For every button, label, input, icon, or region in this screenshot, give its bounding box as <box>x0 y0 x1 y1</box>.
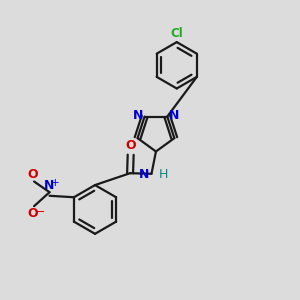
Text: O: O <box>27 168 38 181</box>
Text: +: + <box>51 178 59 188</box>
Text: N: N <box>132 110 143 122</box>
Text: O: O <box>27 207 38 220</box>
Text: Cl: Cl <box>170 27 183 40</box>
Text: O: O <box>125 139 136 152</box>
Text: N: N <box>139 168 149 181</box>
Text: N: N <box>169 110 179 122</box>
Text: H: H <box>159 168 168 181</box>
Text: −: − <box>36 207 45 217</box>
Text: N: N <box>44 179 55 192</box>
